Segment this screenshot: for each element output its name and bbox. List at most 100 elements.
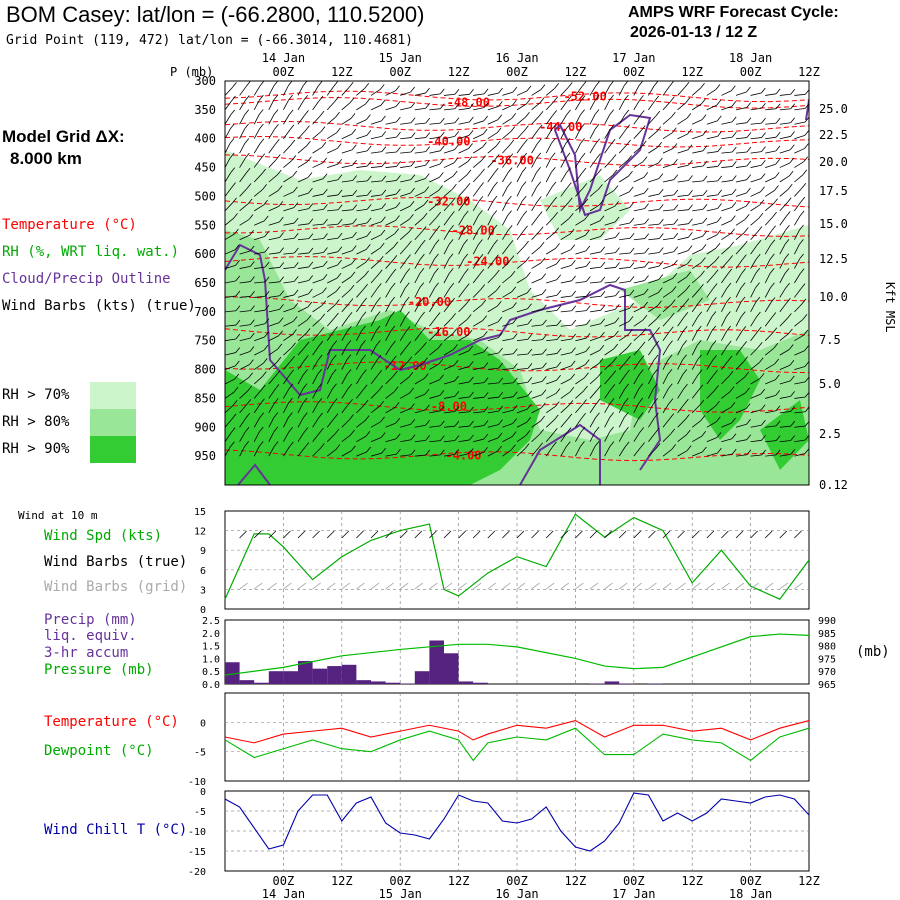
wind-barb-flag <box>784 253 790 260</box>
wind-barb <box>618 347 628 356</box>
wind-barb <box>794 107 806 111</box>
wind-barb-flag <box>789 359 795 366</box>
wind-barb <box>458 439 470 443</box>
wind-barb <box>794 244 800 255</box>
wind-barb-flag <box>609 81 615 86</box>
wind-barb <box>618 402 625 414</box>
wind-barb-flag <box>585 261 591 267</box>
wind-barb-flag <box>323 233 328 239</box>
wind-barb-flag <box>440 103 445 109</box>
wind-barb-flag <box>468 345 474 352</box>
wind-barb-flag <box>770 297 776 303</box>
wind-barb-flag <box>380 432 386 438</box>
wind-barb <box>633 333 643 342</box>
wind-barb <box>429 287 435 298</box>
wind-barb <box>341 180 353 183</box>
day-label: 18 Jan <box>729 887 772 900</box>
wind-barb <box>312 403 319 414</box>
wind-barb-flag <box>351 245 357 251</box>
wind-barb-flag <box>405 326 411 332</box>
wind-barb <box>662 317 671 327</box>
temperature-contour <box>225 449 809 462</box>
wind-barb-flag <box>511 431 517 437</box>
wind-barb-flag <box>799 239 804 245</box>
wind-barb <box>721 136 733 140</box>
wind-barb-flag <box>492 195 498 202</box>
wind-barb <box>662 132 673 140</box>
wind-barb-flag <box>246 399 252 405</box>
grid-wind-barb <box>356 582 365 590</box>
wind-barb-flag <box>250 291 255 297</box>
wind-barb-flag <box>772 211 777 218</box>
true-wind-barb <box>735 530 744 539</box>
wind-barb <box>253 362 264 370</box>
wind-barb <box>400 179 412 183</box>
wind-barb <box>254 349 265 356</box>
wind-barb <box>414 258 421 269</box>
wind-barb <box>239 188 248 197</box>
wind-barb <box>429 150 441 154</box>
precip-bar <box>414 671 430 684</box>
wind-barb-flag <box>615 262 620 268</box>
wind-barb-flag <box>409 214 414 220</box>
wind-barb <box>502 245 510 255</box>
wind-barb <box>399 392 410 399</box>
wind-barb-flag <box>364 415 370 421</box>
wind-barb <box>429 454 441 457</box>
wind-barb <box>779 258 786 269</box>
wind-barb <box>531 324 543 327</box>
wind-barb-flag <box>378 385 384 391</box>
pressure-tick-label: 600 <box>194 247 216 261</box>
wind-barb <box>297 417 304 428</box>
wind-barb <box>618 144 627 154</box>
wind-barb-flag <box>527 363 533 369</box>
wind-barb <box>764 347 775 356</box>
wind-barb-flag <box>712 297 717 303</box>
wind-barb <box>414 164 426 168</box>
wind-barb-flag <box>511 113 517 119</box>
wind-barb-flag <box>376 355 382 361</box>
forecast-cycle-value: 2026-01-13 / 12 Z <box>630 24 758 41</box>
grid-wind-barb <box>560 582 570 590</box>
wind-barb <box>619 222 631 226</box>
wind-barb-flag <box>259 138 265 144</box>
true-wind-barb <box>794 530 802 539</box>
wind-barb <box>764 332 774 341</box>
wind-barb <box>443 349 454 356</box>
wind-barb-flag <box>512 317 518 324</box>
wind-barb-flag <box>395 417 401 424</box>
wind-barb <box>283 402 289 414</box>
wind-barb-flag <box>497 101 503 107</box>
wind-barb <box>400 91 411 96</box>
wind-barb <box>443 453 455 457</box>
wind-barb <box>253 204 264 212</box>
wind-barb-flag <box>596 153 601 159</box>
wind-barb-flag <box>288 426 294 433</box>
wind-barb-flag <box>639 427 645 433</box>
wind-barb-flag <box>746 160 752 167</box>
wind-barb-flag <box>668 340 673 346</box>
wind-barb <box>706 288 714 298</box>
wind-barb <box>283 374 290 385</box>
wind-barb-flag <box>408 227 413 233</box>
wind-barb-flag <box>717 203 722 209</box>
wind-barb-flag <box>288 412 293 418</box>
wind-barb-flag <box>274 384 280 390</box>
wind-barb-flag <box>423 199 429 206</box>
wind-barb <box>575 219 585 226</box>
wind-barb-flag <box>556 274 562 281</box>
wind-barb <box>575 188 584 197</box>
wind-barb <box>399 287 406 298</box>
wind-barb-flag <box>759 199 765 206</box>
wind-barb-flag <box>479 182 484 188</box>
wind-barb-flag <box>731 101 737 107</box>
wind-barb-flag <box>685 284 691 291</box>
wind-barb <box>268 308 280 313</box>
cloud-outline <box>519 423 601 485</box>
wind-barb <box>560 157 567 168</box>
wind-barb <box>268 85 275 96</box>
wind-barb <box>589 143 597 154</box>
wind-barb-flag <box>304 341 310 348</box>
wind-barb-flag <box>673 232 679 239</box>
